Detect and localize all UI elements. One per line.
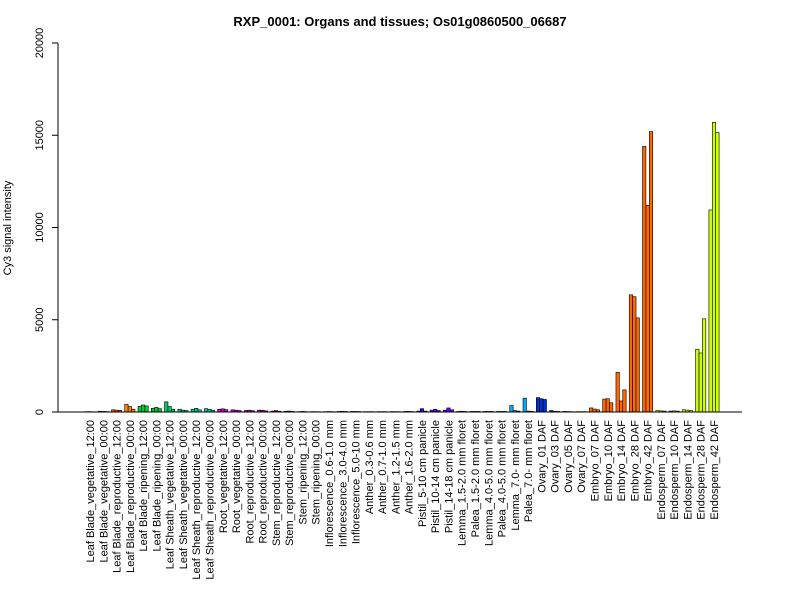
x-tick-label: Palea_7.0- mm floret xyxy=(523,420,535,522)
x-tick-label: Endosperm_07 DAF xyxy=(656,420,668,520)
y-tick-label: 5000 xyxy=(34,308,46,332)
bar xyxy=(622,389,627,413)
x-tick-label: Inflorescence_5.0-10 mm xyxy=(351,420,363,544)
bars xyxy=(84,122,720,413)
x-tick-label: Leaf Blade_reproductive_00:00 xyxy=(125,420,137,573)
x-tick-label: Lemma_1.5-2.0 mm floret xyxy=(457,420,469,546)
x-tick-labels: Leaf Blade_vegetative_12:00 Leaf Blade_ve… xyxy=(85,420,721,580)
bar xyxy=(127,406,132,413)
x-tick-label: Stem_ripening_00:00 xyxy=(311,420,323,525)
x-tick-label: Root_vegetative_12:00 xyxy=(218,420,230,533)
x-tick-label: Anther_0.3-0.6 mm xyxy=(364,420,376,514)
x-tick-label: Anther_1.6-2.0 mm xyxy=(404,420,416,514)
y-tick-label: 0 xyxy=(34,409,46,415)
bar xyxy=(509,405,514,413)
bar xyxy=(539,398,544,413)
x-tick-label: Ovary_07 DAF xyxy=(576,420,588,493)
x-tick-label: Palea_4.0-5.0 mm floret xyxy=(497,420,509,537)
x-tick-label: Lemma_4.0-5.0 mm floret xyxy=(483,420,495,546)
x-tick-label: Leaf Sheath_reproductive_00:00 xyxy=(204,420,216,580)
x-tick-label: Leaf Sheath_reproductive_12:00 xyxy=(191,420,203,580)
bar xyxy=(715,132,720,413)
x-tick-label: Stem_ripening_12:00 xyxy=(297,420,309,525)
x-tick-label: Leaf Blade_reproductive_12:00 xyxy=(112,420,124,573)
x-tick-label: Leaf Sheath_vegetative_12:00 xyxy=(165,420,177,569)
x-tick-label: Pistil_5-10 cm panicle xyxy=(417,420,429,527)
y-tick-label: 20000 xyxy=(34,28,46,59)
bar xyxy=(708,209,713,413)
bar xyxy=(542,399,547,413)
x-tick-label: Ovary_05 DAF xyxy=(563,420,575,493)
x-tick-label: Embryo_28 DAF xyxy=(629,420,641,502)
x-tick-label: Anther_0.7-1.0 mm xyxy=(377,420,389,514)
bar xyxy=(522,397,527,413)
x-tick-label: Embryo_10 DAF xyxy=(603,420,615,502)
x-tick-label: Embryo_42 DAF xyxy=(643,420,655,502)
bar xyxy=(698,352,703,413)
x-tick-label: Leaf Blade_ripening_12:00 xyxy=(138,420,150,552)
x-tick-label: Endosperm_42 DAF xyxy=(709,420,721,520)
bar xyxy=(124,403,129,413)
x-tick-label: Stem_reproductive_12:00 xyxy=(271,420,283,546)
x-tick-label: Pistil_14-18 cm panicle xyxy=(443,420,455,533)
bar xyxy=(642,146,647,413)
bar xyxy=(194,408,199,413)
bar xyxy=(619,400,624,413)
x-tick-label: Root_reproductive_12:00 xyxy=(244,420,256,544)
x-tick-label: Leaf Blade_ripening_00:00 xyxy=(151,420,163,552)
x-tick-label: Embryo_07 DAF xyxy=(590,420,602,502)
x-tick-label: Leaf Blade_vegetative_12:00 xyxy=(85,420,97,563)
x-tick-label: Palea_1.5-2.0 mm floret xyxy=(470,420,482,537)
bar xyxy=(615,372,620,413)
bar xyxy=(137,406,142,413)
bar xyxy=(144,405,149,413)
bar xyxy=(164,401,169,413)
bar xyxy=(632,296,637,413)
x-tick-label: Embryo_14 DAF xyxy=(616,420,628,502)
bar xyxy=(141,404,146,413)
x-tick-label: Lemma_7.0- mm floret xyxy=(510,420,522,531)
x-tick-label: Stem_reproductive_00:00 xyxy=(284,420,296,546)
bar xyxy=(628,294,633,413)
x-tick-label: Inflorescence_0.6-1.0 mm xyxy=(324,420,336,547)
bar xyxy=(635,317,640,413)
bar xyxy=(609,402,614,413)
bar xyxy=(150,408,155,413)
x-tick-label: Pistil_10-14 cm panicle xyxy=(430,420,442,533)
y-axis: 0 5000 10000 15000 20000 xyxy=(34,28,59,415)
bar xyxy=(154,407,159,413)
x-tick-label: Root_vegetative_00:00 xyxy=(231,420,243,533)
bar xyxy=(702,318,707,413)
x-tick-label: Ovary_03 DAF xyxy=(550,420,562,493)
x-tick-label: Endosperm_14 DAF xyxy=(682,420,694,520)
x-tick-label: Ovary_01 DAF xyxy=(536,420,548,493)
x-tick-label: Endosperm_28 DAF xyxy=(696,420,708,520)
bar xyxy=(711,122,716,413)
y-tick-label: 10000 xyxy=(34,212,46,243)
y-tick-label: 15000 xyxy=(34,120,46,151)
bar xyxy=(535,397,540,413)
bar xyxy=(695,348,700,413)
bar xyxy=(446,407,451,413)
x-tick-label: Leaf Blade_vegetative_00:00 xyxy=(98,420,110,563)
bar xyxy=(645,205,650,413)
chart-title: RXP_0001: Organs and tissues; Os01g08605… xyxy=(233,14,566,29)
y-axis-label: Cy3 signal intensity xyxy=(2,180,14,275)
bar xyxy=(602,398,607,413)
x-tick-label: Anther_1.2-1.5 mm xyxy=(390,420,402,514)
bar xyxy=(167,406,172,413)
x-tick-label: Root_reproductive_00:00 xyxy=(258,420,270,544)
bar xyxy=(605,398,610,413)
x-tick-label: Endosperm_10 DAF xyxy=(669,420,681,520)
bar xyxy=(649,131,654,413)
x-tick-label: Leaf Sheath_vegetative_00:00 xyxy=(178,420,190,569)
bar xyxy=(589,407,594,413)
x-tick-label: Inflorescence_3.0-4.0 mm xyxy=(337,420,349,547)
